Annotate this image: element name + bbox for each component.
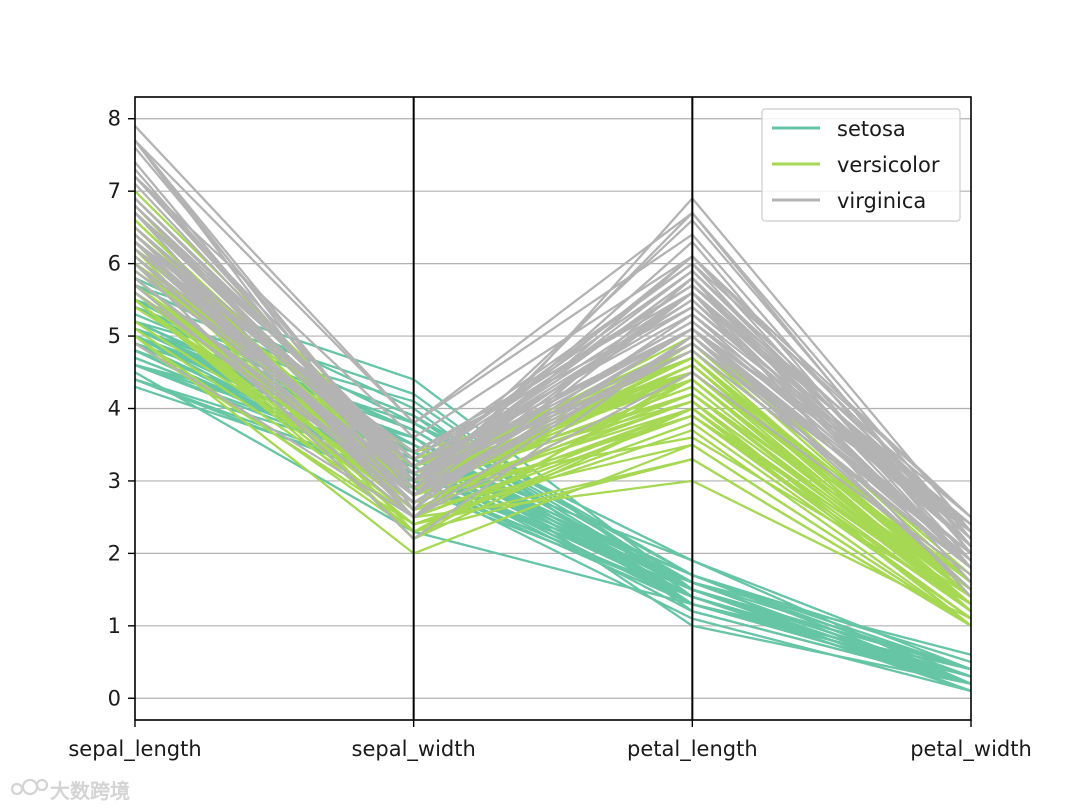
line-virginica-44	[134, 212, 972, 519]
series-virginica	[134, 125, 972, 598]
watermark: 大数跨境	[10, 778, 130, 803]
y-tick-label-5: 5	[108, 324, 121, 348]
line-versicolor-43	[134, 335, 972, 627]
y-tick-label-7: 7	[108, 179, 121, 203]
legend-label-setosa: setosa	[837, 117, 906, 141]
legend-label-virginica: virginica	[837, 189, 926, 213]
data-lines	[134, 125, 972, 693]
legend: setosa versicolor virginica	[761, 108, 961, 222]
y-tick-label-0: 0	[108, 686, 121, 710]
x-tick-label-sepal_length: sepal_length	[68, 737, 201, 762]
axes	[412, 97, 694, 720]
watermark-text: 大数跨境	[50, 779, 130, 803]
y-tick-label-1: 1	[108, 614, 121, 638]
x-tick-label-petal_width: petal_width	[910, 737, 1032, 762]
x-tick-labels: sepal_length sepal_width petal_length petal…	[68, 720, 1032, 762]
y-tick-labels: 0 1 2 3 4 5 6 7 8	[108, 107, 135, 710]
line-virginica-49	[134, 269, 972, 569]
legend-items: setosa versicolor virginica	[772, 117, 940, 213]
line-virginica-40	[134, 212, 972, 526]
line-versicolor-31	[134, 298, 972, 627]
line-versicolor-39	[134, 298, 972, 606]
line-virginica-6	[134, 342, 972, 577]
legend-label-versicolor: versicolor	[837, 153, 940, 177]
line-virginica-47	[134, 226, 972, 555]
x-tick-label-petal_length: petal_length	[627, 737, 758, 762]
line-virginica-32	[134, 233, 972, 540]
line-versicolor-48	[134, 327, 972, 620]
line-virginica-42	[134, 277, 972, 562]
y-tick-label-3: 3	[108, 469, 121, 493]
y-tick-label-6: 6	[108, 252, 121, 276]
y-tick-label-4: 4	[108, 397, 121, 421]
line-virginica-9	[134, 175, 972, 519]
line-virginica-19	[134, 262, 972, 591]
line-virginica-22	[134, 139, 972, 555]
x-tick-label-sepal_width: sepal_width	[352, 737, 476, 762]
y-tick-label-8: 8	[108, 107, 121, 131]
line-virginica-17	[134, 139, 972, 540]
y-tick-label-2: 2	[108, 541, 121, 565]
line-virginica-48	[134, 248, 972, 533]
watermark-logo-icon	[10, 778, 49, 796]
legend-box	[761, 108, 961, 222]
